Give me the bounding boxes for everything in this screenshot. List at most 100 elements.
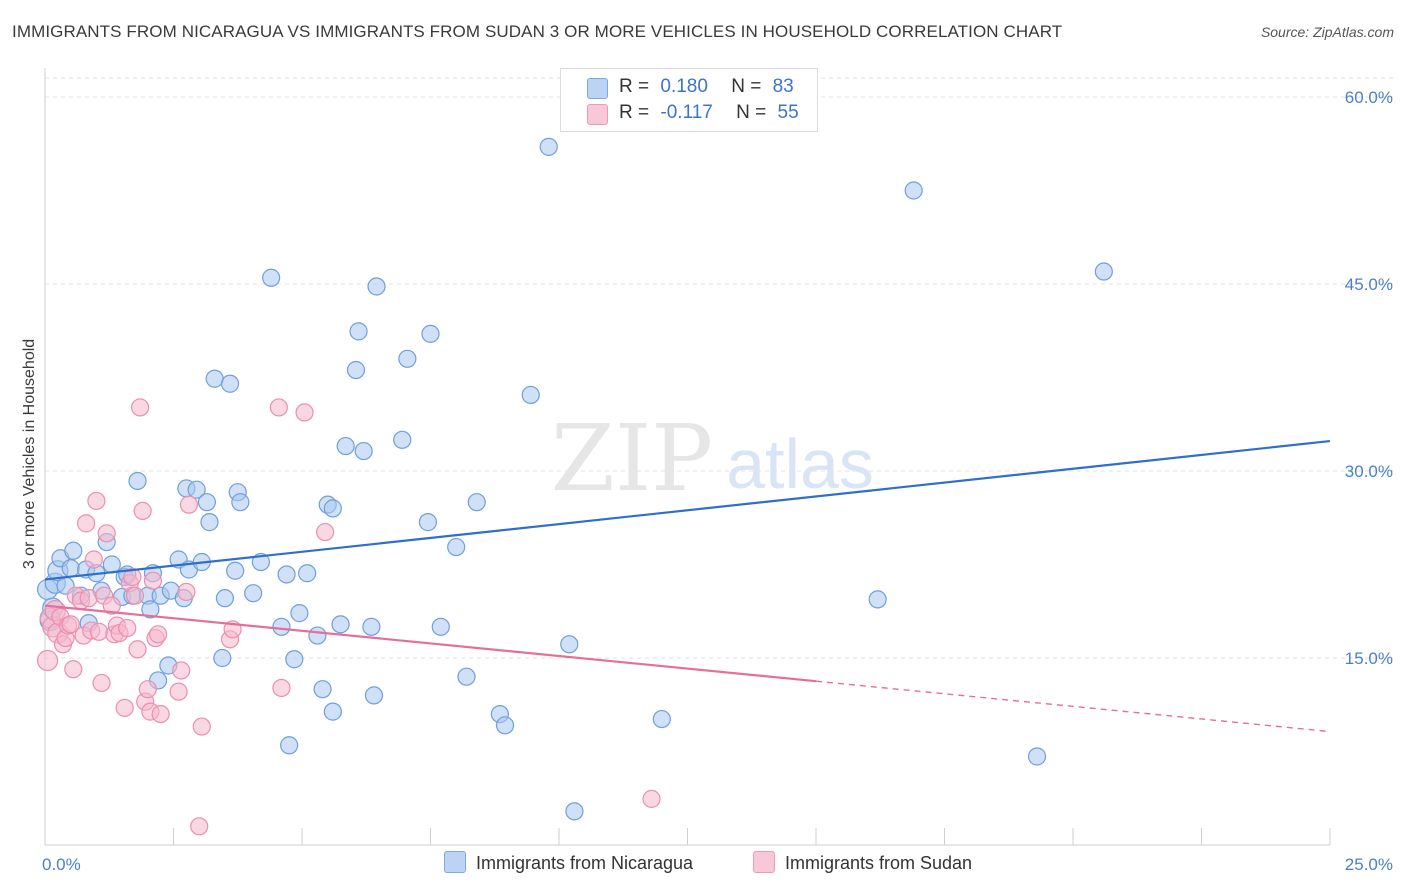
nicaragua-point [277, 565, 296, 584]
nicaragua-point [205, 369, 224, 388]
nicaragua-point [272, 617, 291, 636]
nicaragua-point [868, 590, 887, 609]
legend-n-value-nicaragua: 83 [772, 76, 794, 97]
x-tick-label-min: 0.0% [42, 855, 81, 874]
sudan-point [190, 817, 209, 836]
watermark-zip: ZIP [551, 405, 713, 512]
legend-swatch-nicaragua [587, 78, 608, 99]
nicaragua-point [418, 513, 438, 532]
watermark: ZIP atlas [551, 405, 874, 512]
sudan-point [92, 673, 111, 693]
sudan-point [36, 649, 59, 672]
series-sudan-points [36, 398, 661, 836]
nicaragua-point [280, 736, 299, 755]
nicaragua-point [447, 537, 466, 557]
watermark-atlas: atlas [726, 425, 874, 503]
legend-text-sudan: R = -0.117 N = 55 [619, 102, 799, 124]
nicaragua-point [398, 349, 417, 368]
nicaragua-trend-line [44, 439, 1331, 581]
sudan-point [64, 660, 83, 679]
y-tick-label: 15.0% [1345, 649, 1393, 668]
sudan-point [172, 661, 191, 680]
nicaragua-point [521, 385, 540, 405]
sudan-point [316, 522, 335, 542]
sudan-point [123, 567, 142, 587]
nicaragua-point [331, 615, 350, 634]
sudan-point [179, 495, 199, 514]
tick-layer: 15.0% 30.0% 45.0% 60.0% 0.0% 25.0% [42, 88, 1393, 874]
nicaragua-point [364, 686, 384, 705]
legend-n-value-sudan: 55 [777, 102, 799, 123]
nicaragua-point [187, 480, 206, 499]
legend-n-label: N = [736, 102, 767, 123]
nicaragua-point [323, 702, 342, 721]
sudan-point [115, 698, 134, 717]
nicaragua-point [102, 555, 121, 574]
nicaragua-point [262, 268, 281, 287]
bottom-legend-sudan: Immigrants from Sudan [753, 851, 972, 874]
legend-r-label: R = [619, 102, 650, 123]
sudan-point [89, 622, 109, 641]
nicaragua-point [1027, 747, 1047, 766]
nicaragua-point [285, 650, 304, 669]
nicaragua-point [231, 493, 250, 512]
y-tick-label: 60.0% [1345, 88, 1393, 107]
nicaragua-point [539, 137, 558, 156]
sudan-point [79, 589, 98, 608]
legend-r-value-sudan: -0.117 [660, 102, 713, 123]
sudan-point [84, 550, 103, 569]
nicaragua-point [323, 499, 342, 518]
sudan-point [133, 501, 152, 520]
nicaragua-point [290, 604, 309, 623]
sudan-point [148, 625, 168, 644]
nicaragua-point [141, 600, 160, 619]
nicaragua-point [298, 564, 317, 583]
bottom-legend-label-nicaragua: Immigrants from Nicaragua [476, 853, 694, 873]
sudan-point [102, 596, 121, 615]
bottom-legend-nicaragua: Immigrants from Nicaragua [444, 851, 693, 874]
y-axis-label: 3 or more Vehicles in Household [21, 339, 38, 569]
sudan-point [295, 403, 314, 422]
bottom-legend-label-sudan: Immigrants from Sudan [785, 853, 973, 873]
sudan-point [77, 514, 96, 533]
sudan-point [61, 615, 80, 634]
nicaragua-point [354, 441, 373, 461]
legend-text-nicaragua: R = 0.180 N = 83 [619, 76, 794, 98]
nicaragua-point [220, 374, 240, 393]
nicaragua-point [64, 541, 83, 560]
nicaragua-point [244, 584, 263, 603]
nicaragua-point [1094, 262, 1113, 281]
nicaragua-point [226, 561, 245, 580]
sudan-point [138, 680, 157, 699]
nicaragua-point [421, 324, 440, 343]
source-credit: Source: ZipAtlas.com [1260, 24, 1394, 40]
series-nicaragua-points [36, 137, 1113, 821]
y-tick-label: 45.0% [1345, 275, 1393, 294]
nicaragua-point [128, 471, 147, 491]
sudan-point [177, 582, 196, 602]
nicaragua-point [904, 181, 923, 200]
bottom-legend-swatch-nicaragua [444, 851, 466, 873]
nicaragua-point [467, 493, 486, 512]
grid-layer [45, 77, 1393, 659]
nicaragua-point [346, 360, 366, 380]
sudan-point [269, 398, 288, 417]
sudan-point [130, 398, 150, 417]
bottom-legend-swatch-sudan [753, 851, 775, 873]
sudan-point [97, 524, 116, 543]
trend-layer [44, 439, 1331, 733]
legend-n-label: N = [731, 76, 762, 97]
nicaragua-point [367, 277, 386, 296]
legend-r-value-nicaragua: 0.180 [660, 76, 708, 97]
sudan-trend-line [44, 604, 817, 683]
y-tick-label: 30.0% [1345, 462, 1393, 481]
sudan-point [128, 640, 147, 659]
nicaragua-point [200, 513, 219, 532]
sudan-point [118, 618, 137, 638]
nicaragua-point [565, 802, 584, 821]
sudan-point [272, 678, 291, 698]
nicaragua-point [215, 589, 234, 608]
sudan-point [87, 491, 106, 511]
nicaragua-point [61, 559, 80, 578]
